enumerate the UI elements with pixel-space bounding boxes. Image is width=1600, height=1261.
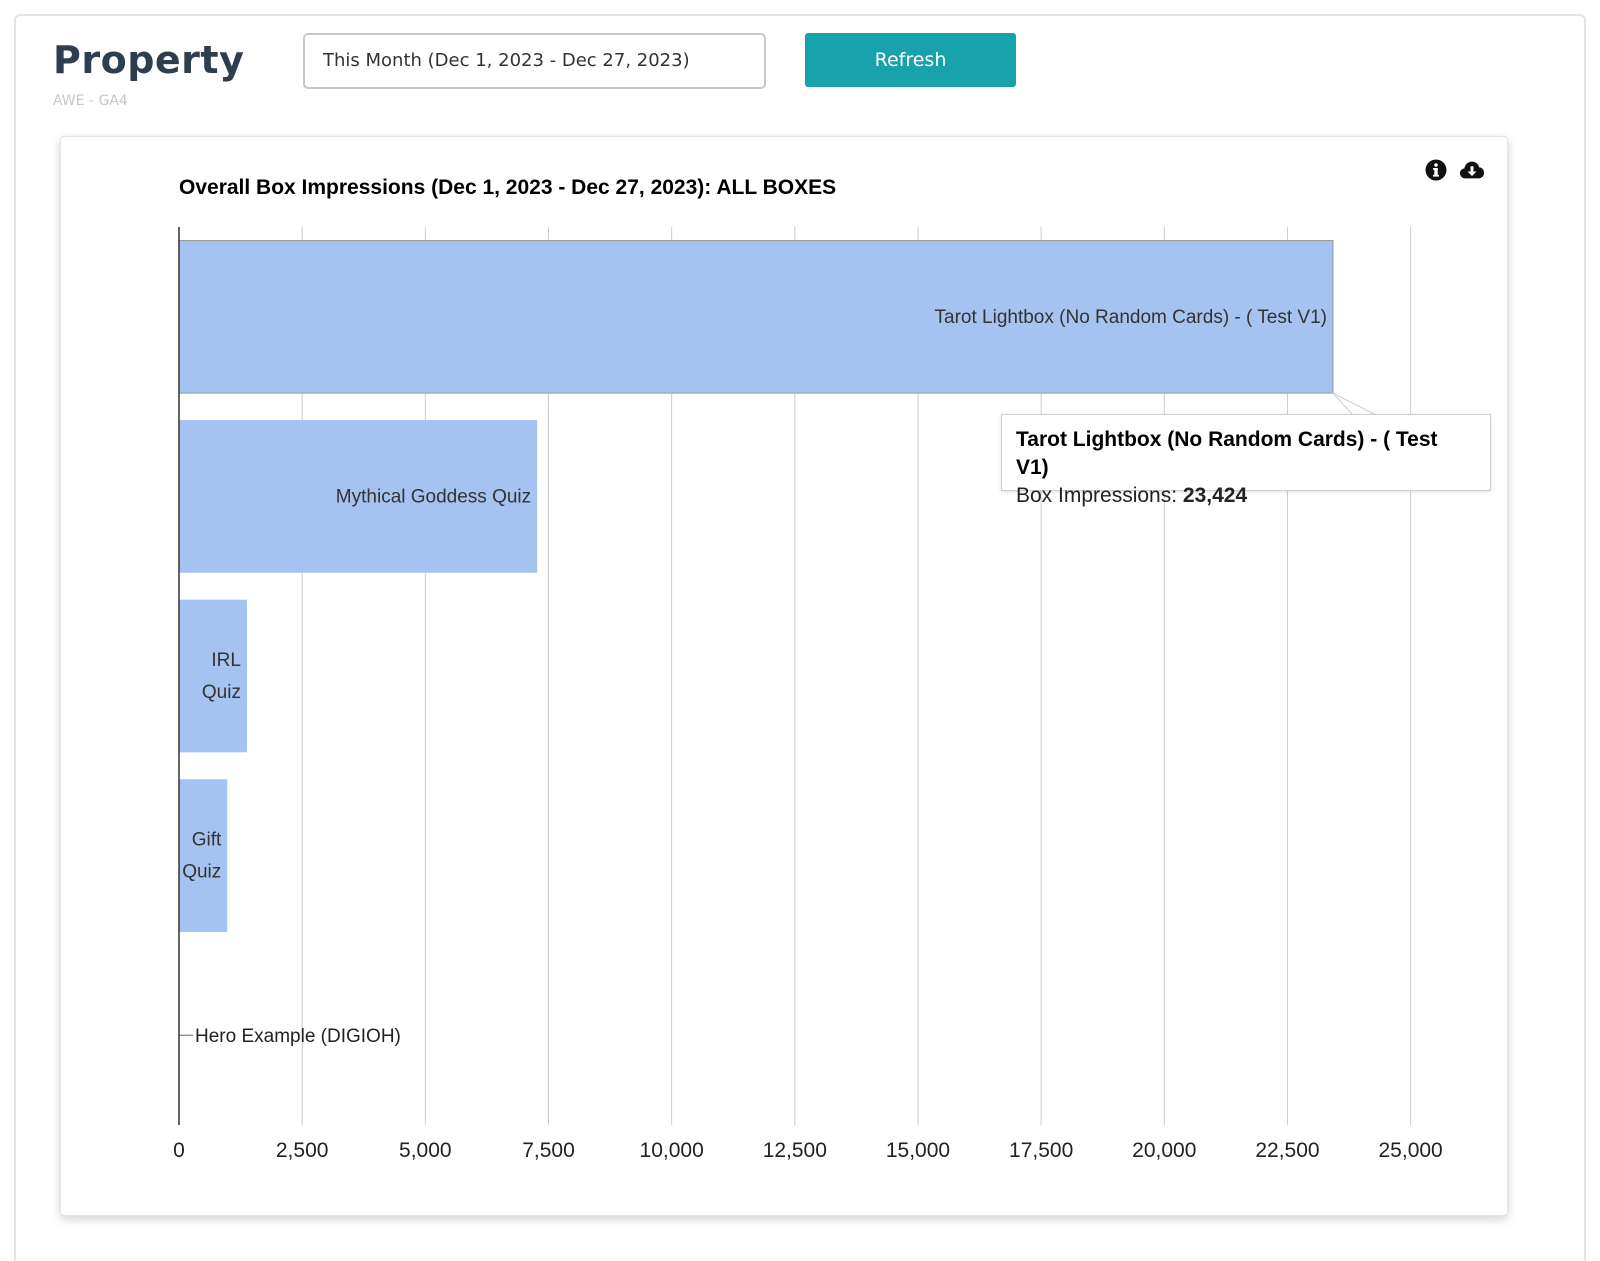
bar-label: Quiz (182, 862, 221, 883)
card-toolbar (1423, 157, 1485, 183)
bar-label: Quiz (202, 682, 241, 703)
bar-label: Gift (192, 830, 222, 851)
bar (179, 420, 538, 573)
x-tick-label: 10,000 (640, 1139, 704, 1162)
x-tick-label: 12,500 (763, 1139, 827, 1162)
bar-label: Hero Example (DIGIOH) (195, 1026, 401, 1047)
tooltip-pointer (1332, 392, 1377, 416)
tooltip-metric: Box Impressions: 23,424 (1016, 482, 1476, 510)
x-tick-label: 15,000 (886, 1139, 950, 1162)
bar (178, 239, 1334, 394)
x-tick-label: 7,500 (522, 1139, 575, 1162)
x-tick-label: 17,500 (1009, 1139, 1073, 1162)
bar-label: Mythical Goddess Quiz (336, 486, 531, 507)
cloud-download-icon[interactable] (1459, 157, 1485, 183)
refresh-button[interactable]: Refresh (805, 33, 1016, 87)
x-tick-label: 22,500 (1255, 1139, 1319, 1162)
x-tick-label: 20,000 (1132, 1139, 1196, 1162)
x-tick-label: 25,000 (1379, 1139, 1443, 1162)
chart-tooltip: Tarot Lightbox (No Random Cards) - ( Tes… (1001, 414, 1491, 507)
property-subtitle: AWE - GA4 (53, 93, 128, 109)
bar (179, 779, 228, 932)
page-title: Property (53, 38, 245, 82)
bar-label: IRL (211, 650, 241, 671)
x-tick-label: 2,500 (276, 1139, 329, 1162)
bar-label: Tarot Lightbox (No Random Cards) - ( Tes… (935, 307, 1327, 328)
info-icon[interactable] (1423, 157, 1449, 183)
bar (179, 599, 247, 753)
tooltip-title: Tarot Lightbox (No Random Cards) - ( Tes… (1016, 428, 1438, 479)
chart-title: Overall Box Impressions (Dec 1, 2023 - D… (179, 176, 836, 199)
x-tick-label: 5,000 (399, 1139, 452, 1162)
x-tick-label: 0 (173, 1139, 185, 1162)
page-frame (14, 14, 1586, 1261)
date-range-picker[interactable]: This Month (Dec 1, 2023 - Dec 27, 2023) (303, 33, 766, 89)
tooltip-metric-value: 23,424 (1182, 484, 1248, 507)
tooltip-metric-label: Box Impressions: (1016, 484, 1178, 507)
